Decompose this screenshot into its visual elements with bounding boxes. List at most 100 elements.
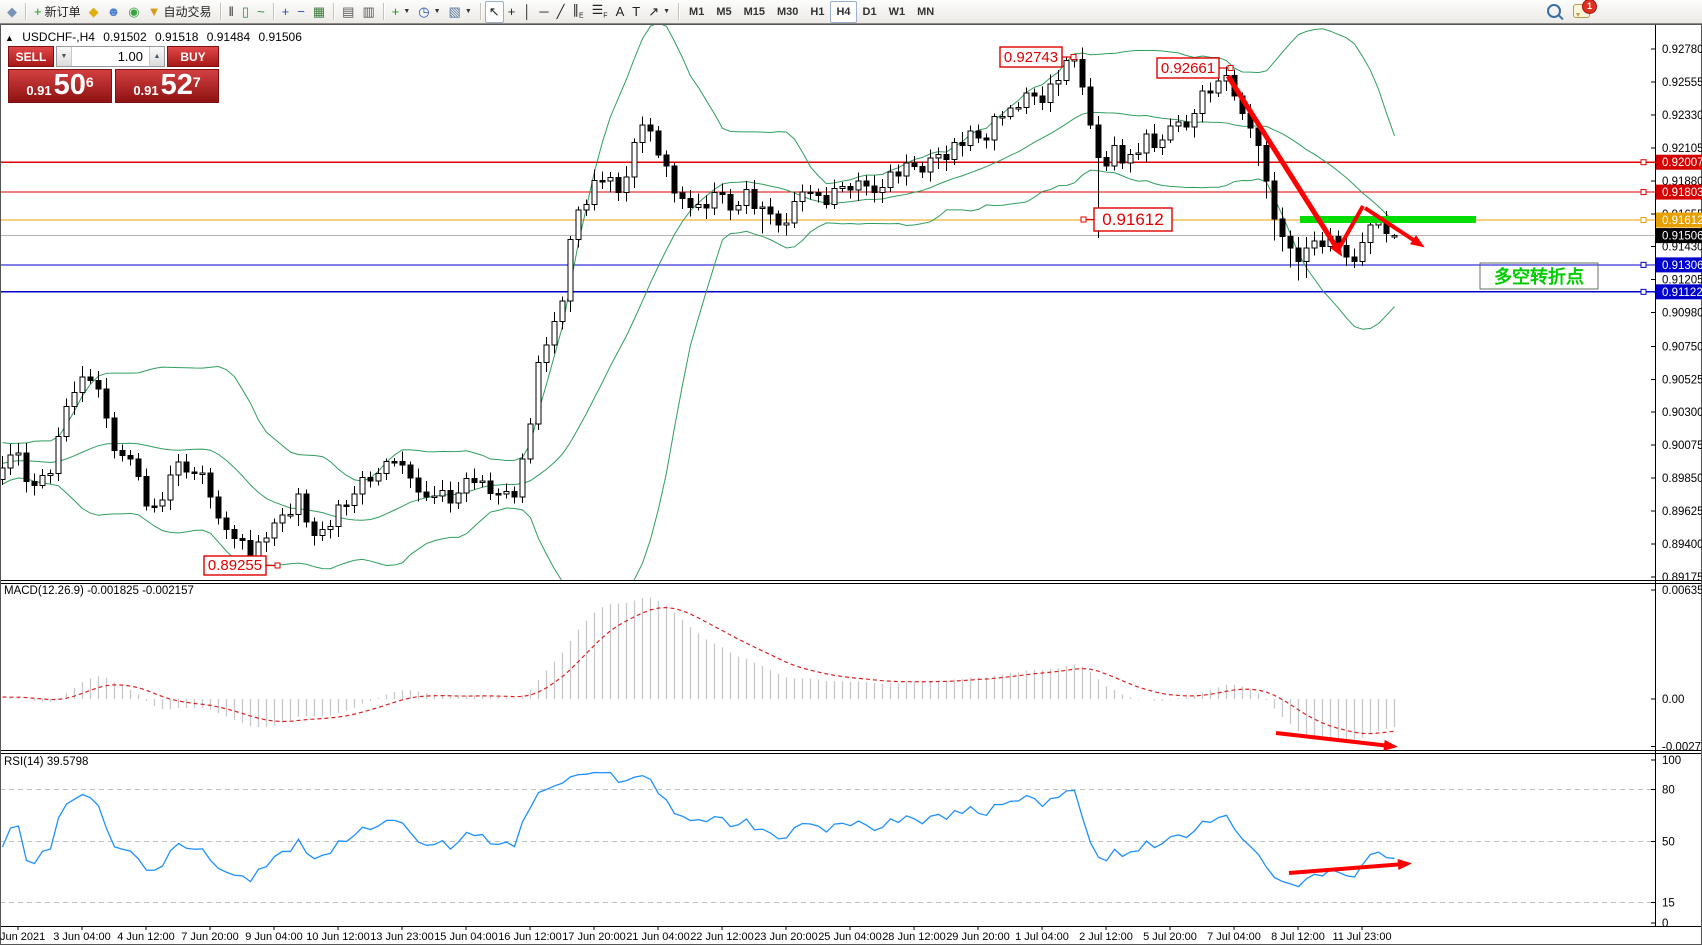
price-axis[interactable]: 0.927800.925550.923300.921050.918800.916… (1651, 44, 1702, 584)
price-label-0.89255[interactable]: 0.89255 (203, 555, 281, 576)
timeframe-mn-button[interactable]: MN (917, 5, 935, 18)
notifications-icon[interactable]: 1 (1573, 0, 1597, 18)
trend-arrow-line[interactable] (1363, 206, 1420, 245)
periods-icon[interactable]: ◷ ▼ (414, 1, 444, 23)
search-icon[interactable] (1547, 4, 1561, 18)
periods-icon-dropdown-icon[interactable]: ▼ (433, 8, 441, 15)
price-tick-label: 0.90750 (1662, 341, 1702, 353)
new-order-button[interactable]: + 新订单 (30, 1, 85, 23)
trend-arrow[interactable] (1336, 205, 1365, 251)
candle-body (975, 130, 982, 139)
price-badge-label: 0.92007 (1662, 157, 1702, 169)
hline-handle[interactable] (1640, 189, 1647, 196)
trend-arrow[interactable] (1363, 206, 1425, 248)
zoom-in-icon[interactable]: + (278, 1, 294, 23)
auto-arrange-icon[interactable]: ▤ (338, 1, 358, 23)
candle-body (135, 458, 142, 477)
shapes-tool-dropdown-icon[interactable]: ▼ (663, 8, 671, 15)
price-label-0.92661[interactable]: 0.92661 (1156, 57, 1234, 79)
trend-arrow-line[interactable] (1288, 862, 1405, 875)
time-tick-label: 10 Jun 12:00 (306, 931, 370, 943)
track-chart-icon[interactable]: ▥ (358, 1, 378, 23)
shapes-tool[interactable]: ↗ ▼ (644, 1, 674, 23)
trend-arrow[interactable] (1275, 731, 1398, 751)
bar-chart-icon[interactable]: ‖ (225, 1, 238, 23)
zoom-out-icon[interactable]: − (293, 1, 309, 23)
indicators-icon-dropdown-icon[interactable]: ▼ (403, 8, 411, 15)
crosshair-tool[interactable]: + (504, 1, 520, 23)
volume-value[interactable]: 1.00 (117, 49, 143, 64)
market-watch-icon[interactable]: ◆ (85, 1, 103, 23)
timeframe-m1-button[interactable]: M1 (689, 5, 705, 18)
timeframe-m15-button[interactable]: M15 (743, 5, 765, 18)
time-axis[interactable]: 2 Jun 2021 3 Jun 04:00 4 Jun 12:00 7 Jun 20… (0, 926, 1392, 943)
note-box[interactable] (1479, 262, 1599, 290)
symbol-mini-icon[interactable]: ◆ (3, 1, 21, 23)
candlestick-chart-icon: ▯ (241, 4, 250, 19)
templates-icon-dropdown-icon[interactable]: ▼ (464, 8, 472, 15)
candle-body (1095, 124, 1102, 158)
channel-tool[interactable]: ∥E (568, 1, 587, 23)
ohlc-low: 0.91484 (206, 30, 251, 44)
label-tool[interactable]: T (628, 1, 644, 23)
time-tick-label: 28 Jun 12:00 (882, 931, 946, 943)
cursor-tool[interactable]: ↖ (484, 0, 504, 23)
timeframe-h1-button[interactable]: H1 (810, 5, 825, 18)
price-badge-label: 0.91122 (1662, 287, 1702, 299)
timeframe-h4-button[interactable]: H4 (830, 0, 857, 23)
buy-button[interactable]: BUY (167, 46, 219, 67)
rsi-tick-label: 15 (1662, 897, 1675, 909)
price-tick-label: 0.92105 (1662, 143, 1702, 155)
vertical-line-tool: │ (523, 4, 532, 19)
data-window-icon[interactable]: ☻ (103, 1, 125, 23)
trend-arrow-line[interactable] (1225, 74, 1341, 252)
volume-stepper[interactable]: ▼ 1.00 ▲ (56, 46, 165, 67)
price-tick-label: 0.89175 (1662, 572, 1702, 584)
trend-arrow[interactable] (1288, 858, 1412, 875)
candle-body (119, 449, 126, 456)
shapes-tool: ↗ (648, 4, 660, 19)
green-resistance-bar[interactable] (1300, 216, 1476, 223)
candle-body (719, 192, 726, 195)
price-label-0.92743[interactable]: 0.92743 (999, 46, 1077, 68)
candle-body (1367, 224, 1374, 243)
tile-windows-icon[interactable]: ▦ (309, 1, 329, 23)
volume-decrease-icon[interactable]: ▼ (57, 47, 72, 66)
candle-body (207, 472, 214, 498)
price-label-0.91612[interactable]: 0.91612 (1080, 207, 1173, 232)
timeframe-w1-button[interactable]: W1 (888, 5, 906, 18)
candle-body (799, 191, 806, 202)
sell-price[interactable]: 0.91 50 6 (8, 69, 112, 103)
volume-increase-icon[interactable]: ▲ (149, 47, 164, 66)
hline-handle[interactable] (1640, 217, 1647, 224)
candle-body (1279, 218, 1286, 237)
line-chart-icon[interactable]: ~ (253, 1, 269, 23)
time-tick-label: 17 Jun 20:00 (562, 931, 626, 943)
candle-body (503, 490, 510, 495)
candlestick-chart-icon[interactable]: ▯ (238, 1, 253, 23)
templates-icon[interactable]: ▧ ▼ (445, 1, 476, 23)
timeframe-d1-button[interactable]: D1 (862, 5, 877, 18)
timeframe-m5-button[interactable]: M5 (716, 5, 732, 18)
candle-body (703, 203, 710, 209)
signals-icon[interactable]: ◉ (124, 1, 143, 23)
horizontal-line-tool[interactable]: ─ (535, 1, 552, 23)
vertical-line-tool[interactable]: │ (519, 1, 535, 23)
hline-handle[interactable] (1640, 261, 1647, 268)
price-badge-label: 0.91506 (1662, 231, 1702, 243)
autotrading-button[interactable]: ▼ 自动交易 (144, 1, 216, 23)
timeframe-m30-button[interactable]: M30 (777, 5, 799, 18)
buy-price[interactable]: 0.91 52 7 (115, 69, 219, 103)
hline-handle[interactable] (1640, 288, 1647, 295)
note-object[interactable]: 多空转折点 (1479, 262, 1599, 290)
hline-handle[interactable] (1640, 159, 1647, 166)
fibonacci-tool[interactable]: ☰F (588, 1, 612, 23)
trend-arrow-line[interactable] (1275, 731, 1391, 748)
candle-body (519, 458, 526, 498)
trend-arrow-line[interactable] (1336, 205, 1365, 251)
panel-top-row: SELL ▼ 1.00 ▲ BUY (8, 46, 219, 67)
text-tool[interactable]: A (612, 1, 629, 23)
indicators-icon[interactable]: + ▼ (388, 1, 415, 23)
trendline-tool[interactable]: ╱ (553, 1, 569, 23)
sell-button[interactable]: SELL (8, 46, 54, 67)
